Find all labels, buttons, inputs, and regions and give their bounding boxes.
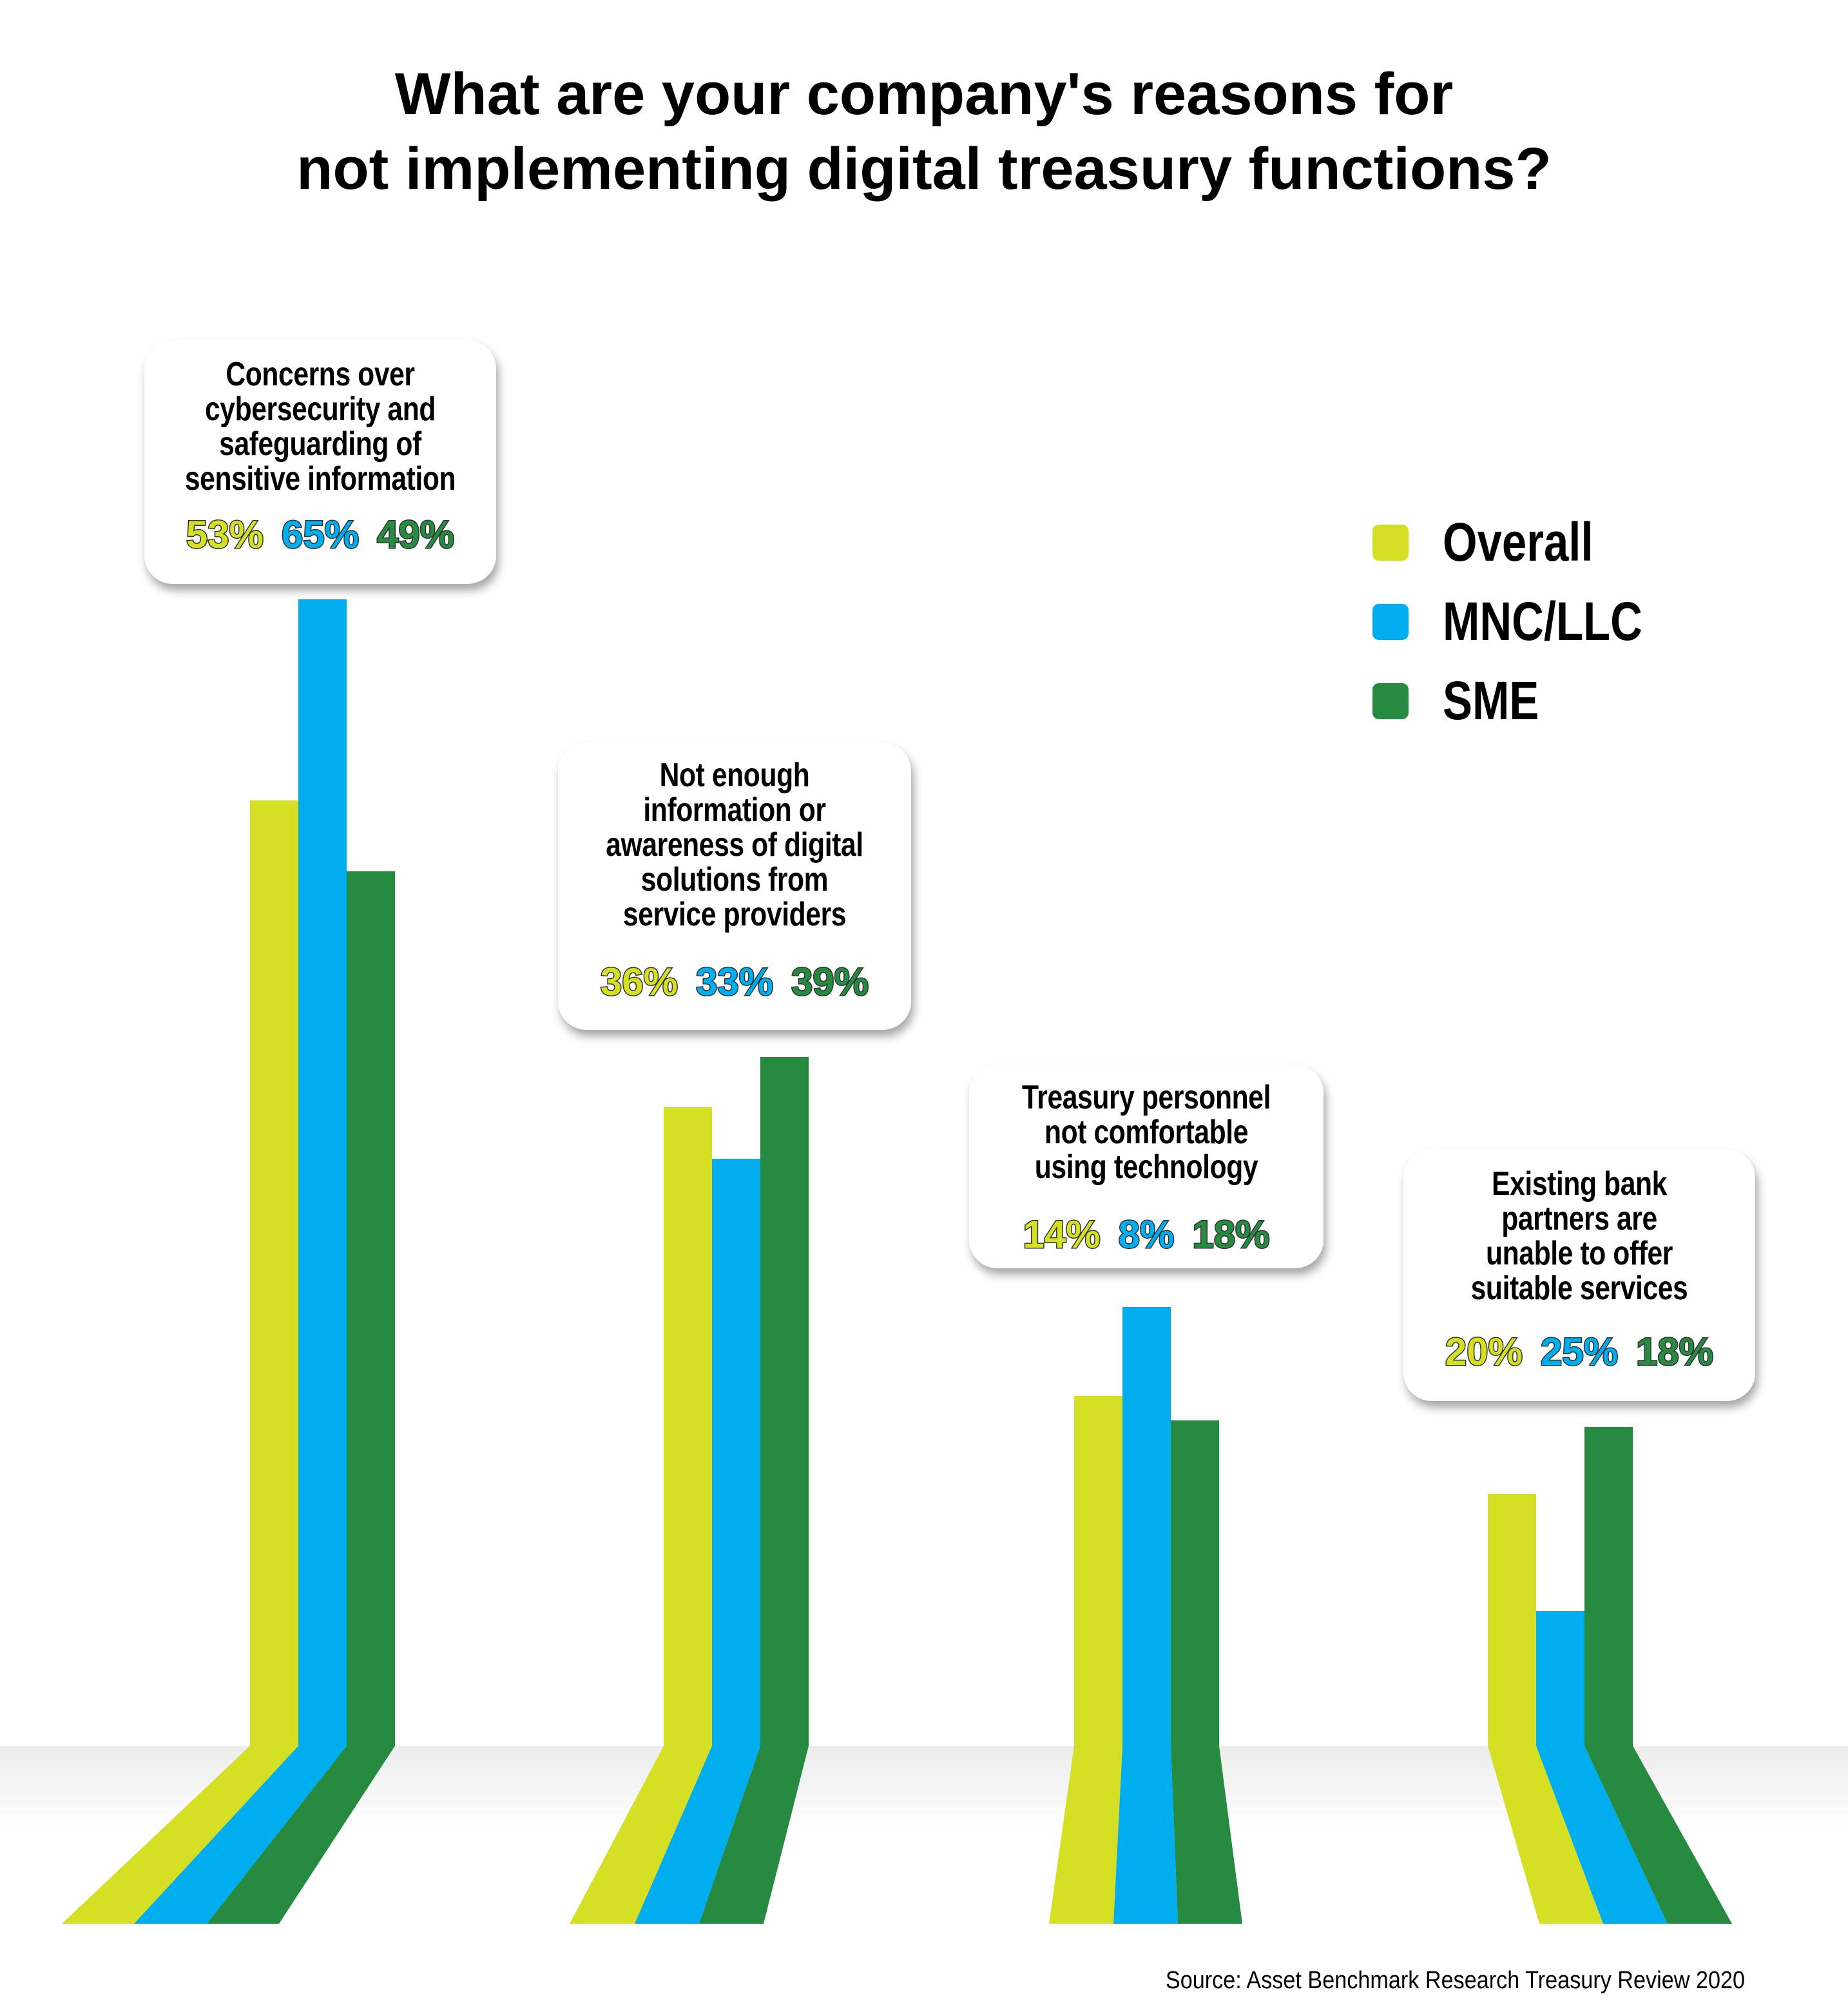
legend-label: SME [1443, 670, 1539, 731]
label-line: cybersecurity and [204, 391, 436, 428]
label-line: suitable services [1470, 1270, 1688, 1307]
legend-item-overall: Overall [1372, 503, 1686, 582]
callout-label: Treasury personnel not comfortable using… [1001, 1080, 1292, 1185]
label-line: Concerns over [226, 356, 415, 393]
value-sme: 18% [1191, 1213, 1271, 1256]
callout-label: Not enough information or awareness of d… [590, 758, 879, 932]
callout-cybersecurity: Concerns over cybersecurity and safeguar… [144, 340, 496, 584]
bar-mnc-llc [712, 1159, 760, 1746]
bar-overall [1074, 1396, 1122, 1746]
legend-item-sme: SME [1372, 661, 1686, 740]
bar-mnc-llc [1122, 1307, 1171, 1746]
value-overall: 20% [1444, 1330, 1523, 1373]
swatch-sme-icon [1372, 682, 1409, 719]
value-mnc-llc: 25% [1539, 1330, 1619, 1373]
bar-overall [664, 1107, 712, 1746]
bar-floor-shadow [62, 1746, 298, 1924]
value-mnc-llc: 8% [1117, 1213, 1175, 1256]
legend-item-mnc-llc: MNC/LLC [1372, 582, 1686, 661]
label-line: Existing bank [1492, 1165, 1667, 1203]
label-line: safeguarding of [219, 425, 421, 463]
bar-floor-shadow [1488, 1746, 1603, 1924]
callout-values: 36% 33% 39% [558, 960, 911, 1003]
bars-layer [62, 599, 1732, 1924]
label-line: Treasury personnel [1021, 1079, 1271, 1116]
chart-title: What are your company's reasons for not … [0, 57, 1848, 206]
source-note: Source: Asset Benchmark Research Treasur… [1165, 1967, 1745, 1994]
bar-floor-shadow [1536, 1746, 1668, 1924]
bar-overall [1488, 1494, 1536, 1746]
title-line-1: What are your company's reasons for [394, 61, 1454, 127]
bar-floor-shadow [134, 1746, 347, 1924]
bar-mnc-llc [1536, 1611, 1584, 1746]
label-line: using technology [1034, 1148, 1258, 1186]
label-line: unable to offer [1486, 1235, 1673, 1272]
legend-label: Overall [1443, 512, 1593, 572]
value-overall: 36% [599, 960, 679, 1003]
bar-floor-shadow [1113, 1746, 1178, 1924]
label-line: Not enough [659, 757, 810, 794]
callout-label: Concerns over cybersecurity and safeguar… [176, 357, 465, 496]
bar-floor-shadow [1584, 1746, 1732, 1924]
bar-floor-shadow [570, 1746, 712, 1924]
swatch-mnc-llc-icon [1372, 603, 1409, 640]
bar-sme [347, 871, 395, 1746]
value-sme: 39% [791, 960, 870, 1003]
callout-values: 14% 8% 18% [969, 1213, 1323, 1256]
callout-information-awareness: Not enough information or awareness of d… [558, 742, 911, 1030]
label-line: partners are [1501, 1200, 1657, 1237]
callout-values: 53% 65% 49% [144, 513, 496, 556]
label-line: solutions from [640, 861, 829, 898]
bar-floor-shadow [1171, 1746, 1242, 1924]
bar-floor-shadow [699, 1746, 809, 1924]
bar-sme [760, 1057, 809, 1746]
value-overall: 53% [185, 513, 264, 556]
bar-mnc-llc [298, 599, 347, 1746]
bar-sme [1171, 1420, 1219, 1746]
value-overall: 14% [1022, 1213, 1101, 1256]
bar-floor-shadow [207, 1746, 395, 1924]
legend-label: MNC/LLC [1443, 591, 1642, 652]
swatch-overall-icon [1372, 524, 1409, 561]
callout-values: 20% 25% 18% [1403, 1330, 1755, 1373]
label-line: information or [643, 791, 826, 829]
callout-label: Existing bank partners are unable to off… [1435, 1166, 1724, 1306]
label-line: sensitive information [184, 460, 456, 498]
label-line: awareness of digital [606, 826, 863, 864]
label-line: service providers [622, 896, 847, 933]
value-sme: 18% [1635, 1330, 1715, 1373]
value-sme: 49% [376, 513, 456, 556]
title-line-2: not implementing digital treasury functi… [296, 136, 1552, 202]
callout-bank-partners: Existing bank partners are unable to off… [1403, 1150, 1755, 1401]
label-line: not comfortable [1044, 1114, 1249, 1151]
bar-sme [1584, 1427, 1633, 1746]
legend: Overall MNC/LLC SME [1372, 503, 1686, 740]
value-mnc-llc: 33% [695, 960, 774, 1003]
value-mnc-llc: 65% [280, 513, 360, 556]
bar-floor-shadow [635, 1746, 760, 1924]
bar-overall [250, 800, 298, 1746]
callout-personnel-comfort: Treasury personnel not comfortable using… [969, 1065, 1323, 1268]
bar-floor-shadow [1049, 1746, 1122, 1924]
